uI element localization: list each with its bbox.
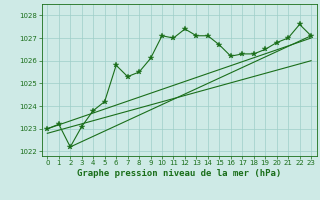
X-axis label: Graphe pression niveau de la mer (hPa): Graphe pression niveau de la mer (hPa)	[77, 169, 281, 178]
